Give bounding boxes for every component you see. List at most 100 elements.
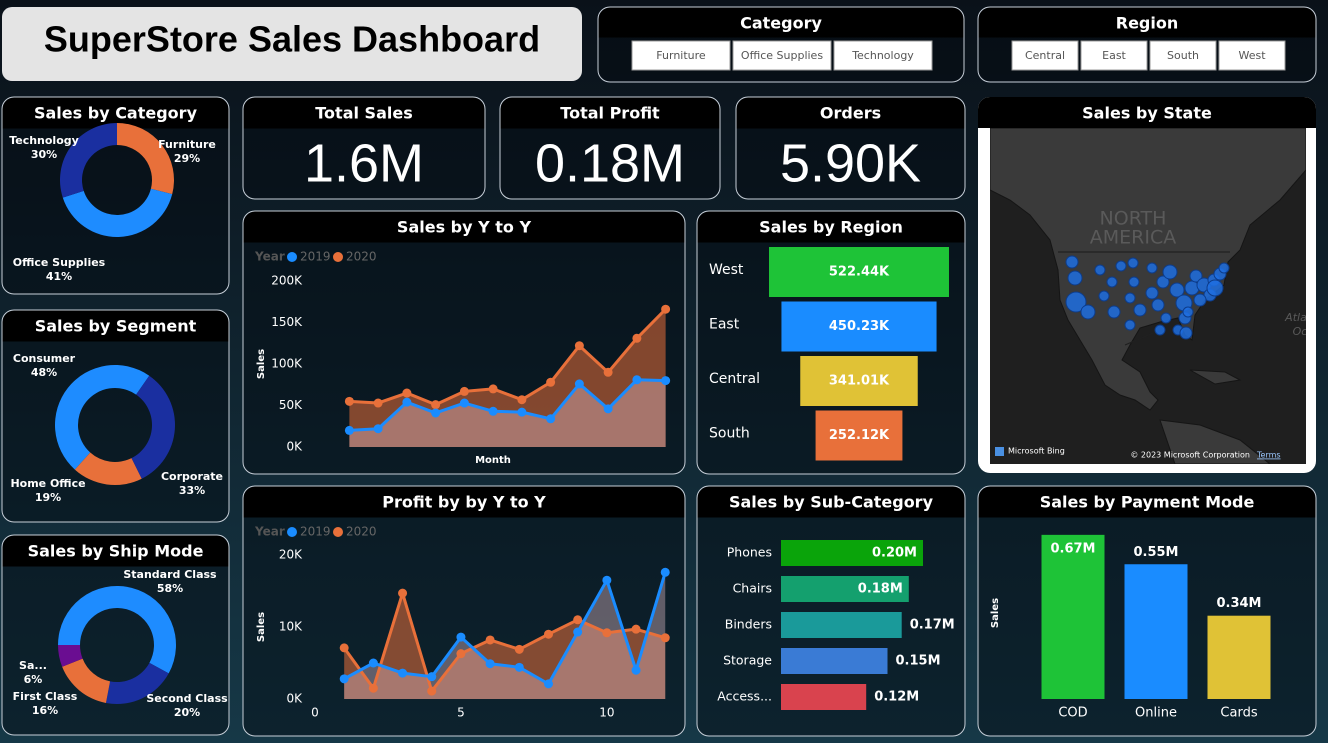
- y-tick-label: 20K: [279, 548, 303, 562]
- category-label: Central: [709, 371, 760, 387]
- funnel-bar: [769, 247, 949, 297]
- category-label: Phones: [727, 545, 772, 560]
- map-label: Atla: [1284, 311, 1307, 324]
- map-bubble: [1127, 257, 1139, 269]
- point: [661, 304, 671, 314]
- legend-marker: [287, 252, 297, 262]
- slicer-option: West: [1238, 49, 1266, 62]
- kpi-value: 5.90K: [780, 133, 921, 193]
- card-border: [1, 96, 230, 295]
- point: [368, 683, 378, 693]
- slicer-button[interactable]: [1218, 40, 1286, 71]
- slicer-button[interactable]: [1149, 40, 1217, 71]
- donut-slice: [62, 658, 111, 703]
- legend-title: Year: [254, 525, 285, 539]
- point: [398, 588, 408, 598]
- card-title: Sales by Y to Y: [397, 218, 532, 237]
- point: [344, 425, 354, 435]
- card-title: Profit by by Y to Y: [382, 493, 546, 512]
- slice-value: 16%: [32, 704, 58, 717]
- donut-slice: [131, 375, 175, 479]
- series-line: [349, 378, 666, 432]
- card-border: [242, 210, 686, 475]
- card-header: [243, 498, 685, 518]
- point: [339, 674, 349, 684]
- series-line: [349, 308, 667, 407]
- point: [631, 665, 641, 675]
- value-label: 0.34M: [1216, 596, 1261, 611]
- point: [431, 408, 441, 418]
- map-bubble: [1080, 304, 1096, 320]
- x-tick-label: 0: [311, 706, 319, 720]
- donut-slice: [62, 188, 173, 238]
- y-axis-title: Sales: [256, 349, 267, 379]
- point: [373, 424, 383, 434]
- point: [543, 679, 553, 689]
- map-bubble: [1098, 290, 1110, 302]
- series-area: [344, 572, 666, 699]
- point: [488, 406, 498, 416]
- slice-value: 29%: [174, 152, 200, 165]
- donut-slice: [117, 123, 174, 195]
- slice-value: 58%: [157, 582, 183, 595]
- card-title: Sales by Ship Mode: [28, 542, 204, 561]
- card-header: [2, 322, 229, 342]
- slicer-button[interactable]: [1080, 40, 1148, 71]
- y-tick-label: 0K: [286, 440, 303, 454]
- slicer-button[interactable]: [732, 40, 832, 71]
- card-header: [243, 109, 485, 129]
- point: [514, 662, 524, 672]
- map-land: [1189, 369, 1242, 385]
- legend-label: 2020: [346, 525, 377, 539]
- slice-label: Technology: [9, 134, 79, 147]
- card-header: [978, 110, 1316, 128]
- card-title: Orders: [820, 104, 881, 123]
- point: [517, 407, 527, 417]
- card-title: Sales by Payment Mode: [1040, 493, 1255, 512]
- slice-label: Home Office: [10, 477, 85, 490]
- point: [546, 377, 556, 387]
- point: [456, 649, 466, 659]
- card-title: Sales by Category: [34, 104, 198, 123]
- donut-slice: [105, 662, 169, 704]
- card-border: [977, 485, 1317, 737]
- point: [602, 628, 612, 638]
- card: [2, 310, 229, 522]
- series-area: [349, 379, 666, 447]
- slicer-button[interactable]: [631, 40, 731, 71]
- value-label: 450.23K: [829, 319, 890, 334]
- card-title: Sales by Sub-Category: [729, 493, 934, 512]
- y-axis-title: Sales: [990, 598, 1001, 628]
- slice-value: 33%: [179, 484, 205, 497]
- legend-marker: [333, 527, 343, 537]
- point: [573, 627, 583, 637]
- value-label: 0.17M: [910, 618, 955, 633]
- slicer-option: Furniture: [656, 49, 706, 62]
- point: [339, 643, 349, 653]
- y-tick-label: 100K: [271, 357, 303, 371]
- category-label: Binders: [725, 617, 772, 632]
- slicer-button[interactable]: [1011, 40, 1079, 71]
- card-title: Category: [740, 14, 822, 33]
- y-tick-label: 200K: [271, 274, 303, 288]
- map-bubble: [1133, 303, 1147, 317]
- x-tick-label: 10: [599, 706, 614, 720]
- card: [2, 535, 229, 735]
- card-border: [1, 309, 230, 523]
- card-title: Region: [1116, 14, 1179, 33]
- dashboard-title: SuperStore Sales Dashboard: [44, 19, 540, 60]
- y-axis-title: Sales: [256, 612, 267, 642]
- map-bubble: [1094, 264, 1106, 276]
- slice-value: 19%: [35, 491, 61, 504]
- donut-slice: [55, 365, 150, 470]
- bar: [781, 648, 888, 674]
- value-label: 0.20M: [872, 546, 917, 561]
- donut-slice: [58, 645, 83, 667]
- point: [431, 400, 441, 410]
- card-border: [597, 6, 965, 83]
- bar: [781, 576, 909, 602]
- point: [546, 414, 556, 424]
- point: [603, 367, 613, 377]
- slicer-button[interactable]: [833, 40, 933, 71]
- category-label: West: [709, 262, 744, 278]
